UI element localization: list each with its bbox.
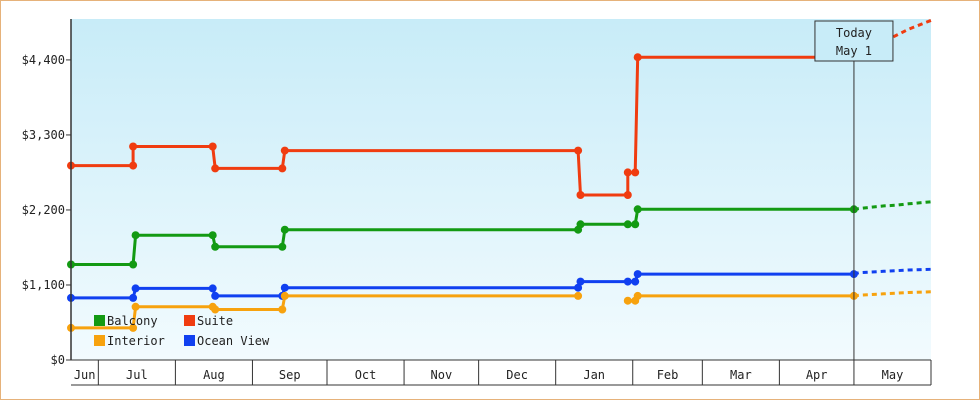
legend-swatch-suite [184,315,195,326]
balcony-point[interactable] [623,220,632,229]
today-label-line2: May 1 [836,44,872,58]
suite-point[interactable] [208,142,217,151]
balcony-point[interactable] [280,225,289,234]
today-label-line1: Today [836,26,872,40]
balcony-point[interactable] [129,260,138,269]
x-tick-label: Jun [74,368,96,382]
balcony-point[interactable] [576,220,585,229]
suite-point[interactable] [278,164,287,173]
interior-point[interactable] [278,305,287,314]
suite-point[interactable] [129,142,138,151]
suite-point[interactable] [623,191,632,199]
legend-swatch-interior [94,335,105,346]
legend-label-balcony: Balcony [107,314,158,328]
suite-point[interactable] [631,168,640,177]
legend-swatch-ocean [184,335,195,346]
x-tick-label: Jan [583,368,605,382]
interior-point[interactable] [633,291,642,300]
legend-label-ocean: Ocean View [197,334,270,348]
interior-point[interactable] [131,302,140,311]
suite-point[interactable] [129,161,138,170]
ocean-point[interactable] [211,291,220,300]
axis-layer: $0 $1,100 $2,200 $3,300 $4,400 Jun Jul Aug Sep Oc… [22,19,932,386]
y-tick-label: $1,100 [22,278,65,292]
legend-swatch-balcony [94,315,105,326]
x-tick-label: Feb [657,368,679,382]
balcony-point[interactable] [278,242,287,251]
interior-projection-line [853,290,932,298]
y-tick-label: $4,400 [22,53,65,67]
ocean-point[interactable] [129,293,138,302]
suite-point[interactable] [211,164,220,173]
ocean-point[interactable] [131,284,140,293]
x-tick-label: May [882,368,904,382]
balcony-projection-line [853,200,932,211]
ocean-point[interactable] [208,284,217,293]
balcony-point[interactable] [633,205,642,214]
suite-point[interactable] [280,146,289,155]
ocean-point[interactable] [631,277,640,286]
y-tick-label: $3,300 [22,128,65,142]
x-tick-label: Jul [126,368,148,382]
x-tick-label: Mar [730,368,752,382]
x-tick-label: Nov [431,368,453,382]
balcony-point[interactable] [131,231,140,240]
suite-point[interactable] [633,53,642,62]
y-tick-label: $0 [51,353,65,367]
balcony-point[interactable] [208,231,217,240]
x-tick-label: Oct [355,368,377,382]
x-tick-label: Sep [279,368,301,382]
interior-point[interactable] [211,305,220,314]
ocean-point[interactable] [574,283,583,292]
balcony-point[interactable] [211,242,220,251]
plot-background [71,19,931,360]
x-tick-label: Aug [203,368,225,382]
ocean-projection-line [853,267,932,276]
today-marker: Today May 1 [814,20,894,360]
today-label-box [814,20,894,62]
legend-label-interior: Interior [107,334,165,348]
legend: Balcony Suite Interior Ocean View [94,314,270,348]
interior-point[interactable] [574,291,583,300]
balcony-point[interactable] [631,220,640,229]
interior-point[interactable] [280,291,289,300]
legend-label-suite: Suite [197,314,233,328]
interior-point[interactable] [129,323,138,332]
x-tick-label: Dec [506,368,528,382]
suite-point[interactable] [623,168,632,177]
y-tick-label: $2,200 [22,203,65,217]
suite-point[interactable] [576,191,585,199]
ocean-point[interactable] [576,277,585,286]
interior-point[interactable] [623,296,632,305]
ocean-point[interactable] [633,270,642,279]
ocean-point[interactable] [623,277,632,286]
x-tick-label: Apr [806,368,828,382]
ocean-point[interactable] [280,283,289,292]
suite-point[interactable] [574,146,583,155]
